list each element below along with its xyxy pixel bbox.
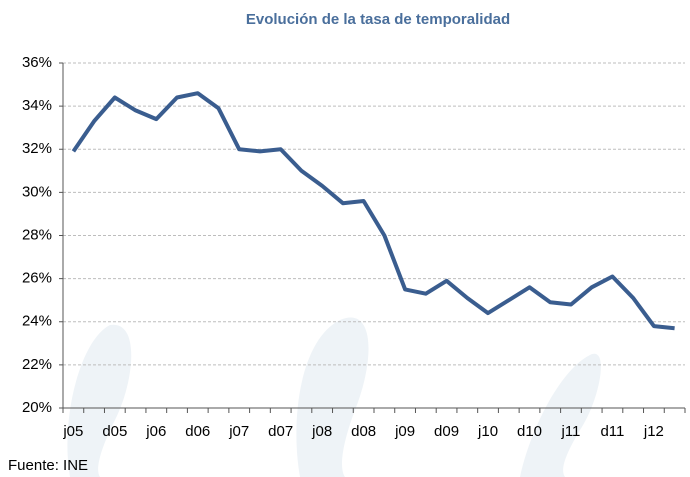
y-tick-label: 28% (22, 226, 52, 243)
x-tick-label: j06 (145, 423, 166, 440)
x-tick-label: j08 (311, 423, 332, 440)
x-tick-label: d06 (185, 423, 210, 440)
watermark (67, 317, 601, 477)
chart: Evolución de la tasa de temporalidad Fue… (0, 0, 690, 477)
x-tick-label: d10 (517, 423, 542, 440)
y-tick-label: 26% (22, 270, 52, 287)
x-tick-label: j05 (62, 423, 83, 440)
x-tick-label: j09 (394, 423, 415, 440)
x-tick-label: d08 (351, 423, 376, 440)
x-tick-label: j11 (561, 423, 581, 440)
chart-title: Evolución de la tasa de temporalidad (246, 11, 510, 28)
y-tick-label: 22% (22, 356, 52, 373)
y-tick-label: 24% (22, 313, 52, 330)
x-tick-label: j07 (228, 423, 249, 440)
y-tick-label: 30% (22, 183, 52, 200)
x-tick-label: d05 (102, 423, 127, 440)
x-tick-label: d11 (600, 423, 624, 440)
y-tick-label: 34% (22, 97, 52, 114)
data-line (73, 93, 674, 328)
source-note: Fuente: INE (8, 457, 88, 474)
x-tick-label: d07 (268, 423, 293, 440)
y-tick-label: 36% (22, 54, 52, 71)
y-tick-label: 32% (22, 140, 52, 157)
x-tick-label: j10 (477, 423, 498, 440)
y-tick-label: 20% (22, 399, 52, 416)
x-tick-label: d09 (434, 423, 459, 440)
x-tick-label: j12 (643, 423, 664, 440)
